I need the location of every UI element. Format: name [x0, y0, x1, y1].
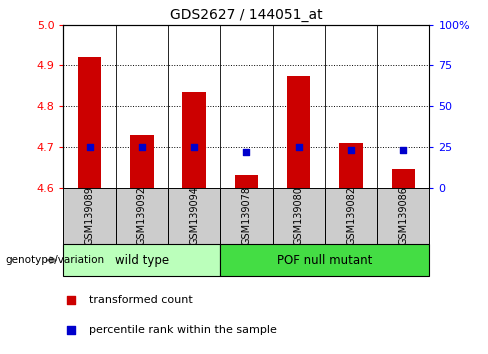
Bar: [287, 76, 310, 188]
Bar: [273, 188, 325, 244]
Point: [399, 147, 407, 153]
Bar: [325, 188, 377, 244]
Title: GDS2627 / 144051_at: GDS2627 / 144051_at: [170, 8, 323, 22]
Text: genotype/variation: genotype/variation: [5, 255, 104, 265]
Text: GSM139078: GSM139078: [242, 187, 251, 245]
Point: [86, 144, 94, 150]
Bar: [168, 188, 220, 244]
Point: [347, 147, 355, 153]
Bar: [235, 176, 258, 188]
Bar: [63, 244, 220, 276]
Text: GSM139082: GSM139082: [346, 187, 356, 245]
Text: GSM139080: GSM139080: [294, 187, 304, 245]
Text: POF null mutant: POF null mutant: [277, 254, 372, 267]
Bar: [116, 188, 168, 244]
Point: [67, 297, 75, 303]
Text: transformed count: transformed count: [89, 295, 193, 305]
Bar: [377, 188, 429, 244]
Point: [295, 144, 303, 150]
Text: GSM139094: GSM139094: [189, 187, 199, 245]
Bar: [183, 92, 206, 188]
Bar: [220, 188, 273, 244]
Bar: [63, 188, 116, 244]
Text: GSM139086: GSM139086: [398, 187, 408, 245]
Bar: [339, 143, 363, 188]
Point: [243, 149, 250, 155]
Text: GSM139089: GSM139089: [84, 187, 95, 245]
Point: [190, 144, 198, 150]
Text: percentile rank within the sample: percentile rank within the sample: [89, 325, 277, 335]
Text: GSM139092: GSM139092: [137, 187, 147, 245]
Point: [138, 144, 146, 150]
Bar: [220, 244, 429, 276]
Bar: [130, 135, 154, 188]
Bar: [391, 169, 415, 188]
Point: [67, 327, 75, 333]
Text: wild type: wild type: [115, 254, 169, 267]
Bar: [78, 57, 102, 188]
